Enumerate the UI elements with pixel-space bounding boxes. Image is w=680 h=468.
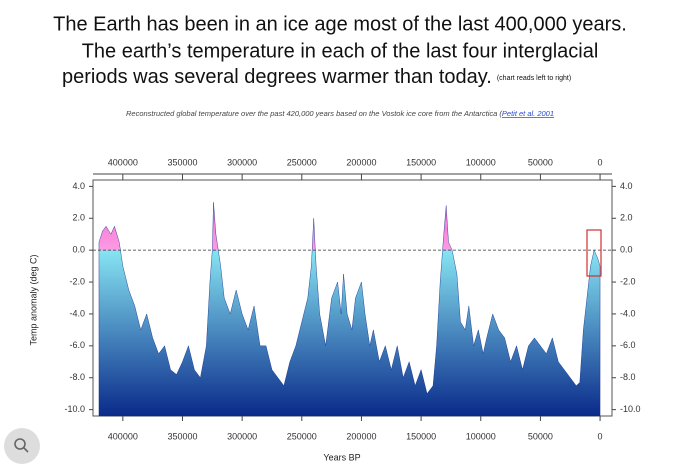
y2-tick-label: -8.0: [620, 372, 636, 382]
subtitle-text: Reconstructed global temperature over th…: [126, 109, 503, 118]
x-tick-label: 400000: [108, 431, 138, 441]
y-tick-label: -10.0: [64, 404, 85, 414]
y-tick-label: -8.0: [69, 372, 85, 382]
x-tick-label-top: 250000: [287, 157, 317, 167]
y-tick-label: 2.0: [72, 213, 85, 223]
y2-tick-label: 2.0: [620, 213, 633, 223]
x-tick-label-top: 350000: [167, 157, 197, 167]
x-tick-label-top: 0: [598, 157, 603, 167]
y2-tick-label: -6.0: [620, 340, 636, 350]
y-tick-label: -4.0: [69, 308, 85, 318]
title-line: periods was several degrees warmer than …: [62, 66, 571, 88]
x-tick-label-top: 100000: [466, 157, 496, 167]
x-tick-label-top: 300000: [227, 157, 257, 167]
x-tick-label-top: 400000: [108, 157, 138, 167]
y2-tick-label: 0.0: [620, 245, 633, 255]
x-tick-label: 50000: [528, 431, 553, 441]
y-axis-label: Temp anomaly (deg C): [28, 254, 38, 345]
y-tick-label: 4.0: [72, 181, 85, 191]
x-tick-label: 0: [598, 431, 603, 441]
x-axis-label: Years BP: [323, 452, 360, 462]
y2-tick-label: -2.0: [620, 276, 636, 286]
y-tick-label: -2.0: [69, 276, 85, 286]
y-tick-label: -6.0: [69, 340, 85, 350]
icon-badge[interactable]: [4, 428, 40, 464]
temperature-area: [98, 202, 601, 417]
x-tick-label: 250000: [287, 431, 317, 441]
title-text: periods was several degrees warmer than …: [62, 66, 492, 88]
title-line: The Earth has been in an ice age most of…: [53, 13, 627, 35]
title-line: The earth’s temperature in each of the l…: [82, 40, 599, 62]
icon-glyph: [23, 447, 29, 453]
x-tick-label: 200000: [346, 431, 376, 441]
x-tick-label: 100000: [466, 431, 496, 441]
x-tick-label-top: 150000: [406, 157, 436, 167]
x-tick-label: 150000: [406, 431, 436, 441]
x-tick-label: 300000: [227, 431, 257, 441]
icon-glyph: [14, 438, 26, 450]
x-tick-label-top: 200000: [346, 157, 376, 167]
highlight-box: [586, 229, 602, 277]
y2-tick-label: -4.0: [620, 308, 636, 318]
x-tick-label-top: 50000: [528, 157, 553, 167]
y2-tick-label: 4.0: [620, 181, 633, 191]
y2-tick-label: -10.0: [620, 404, 641, 414]
subtitle: Reconstructed global temperature over th…: [126, 109, 554, 118]
source-link[interactable]: Petit et al. 2001: [502, 109, 554, 118]
y-tick-label: 0.0: [72, 245, 85, 255]
note: (chart reads left to right): [497, 75, 571, 82]
x-tick-label: 350000: [167, 431, 197, 441]
